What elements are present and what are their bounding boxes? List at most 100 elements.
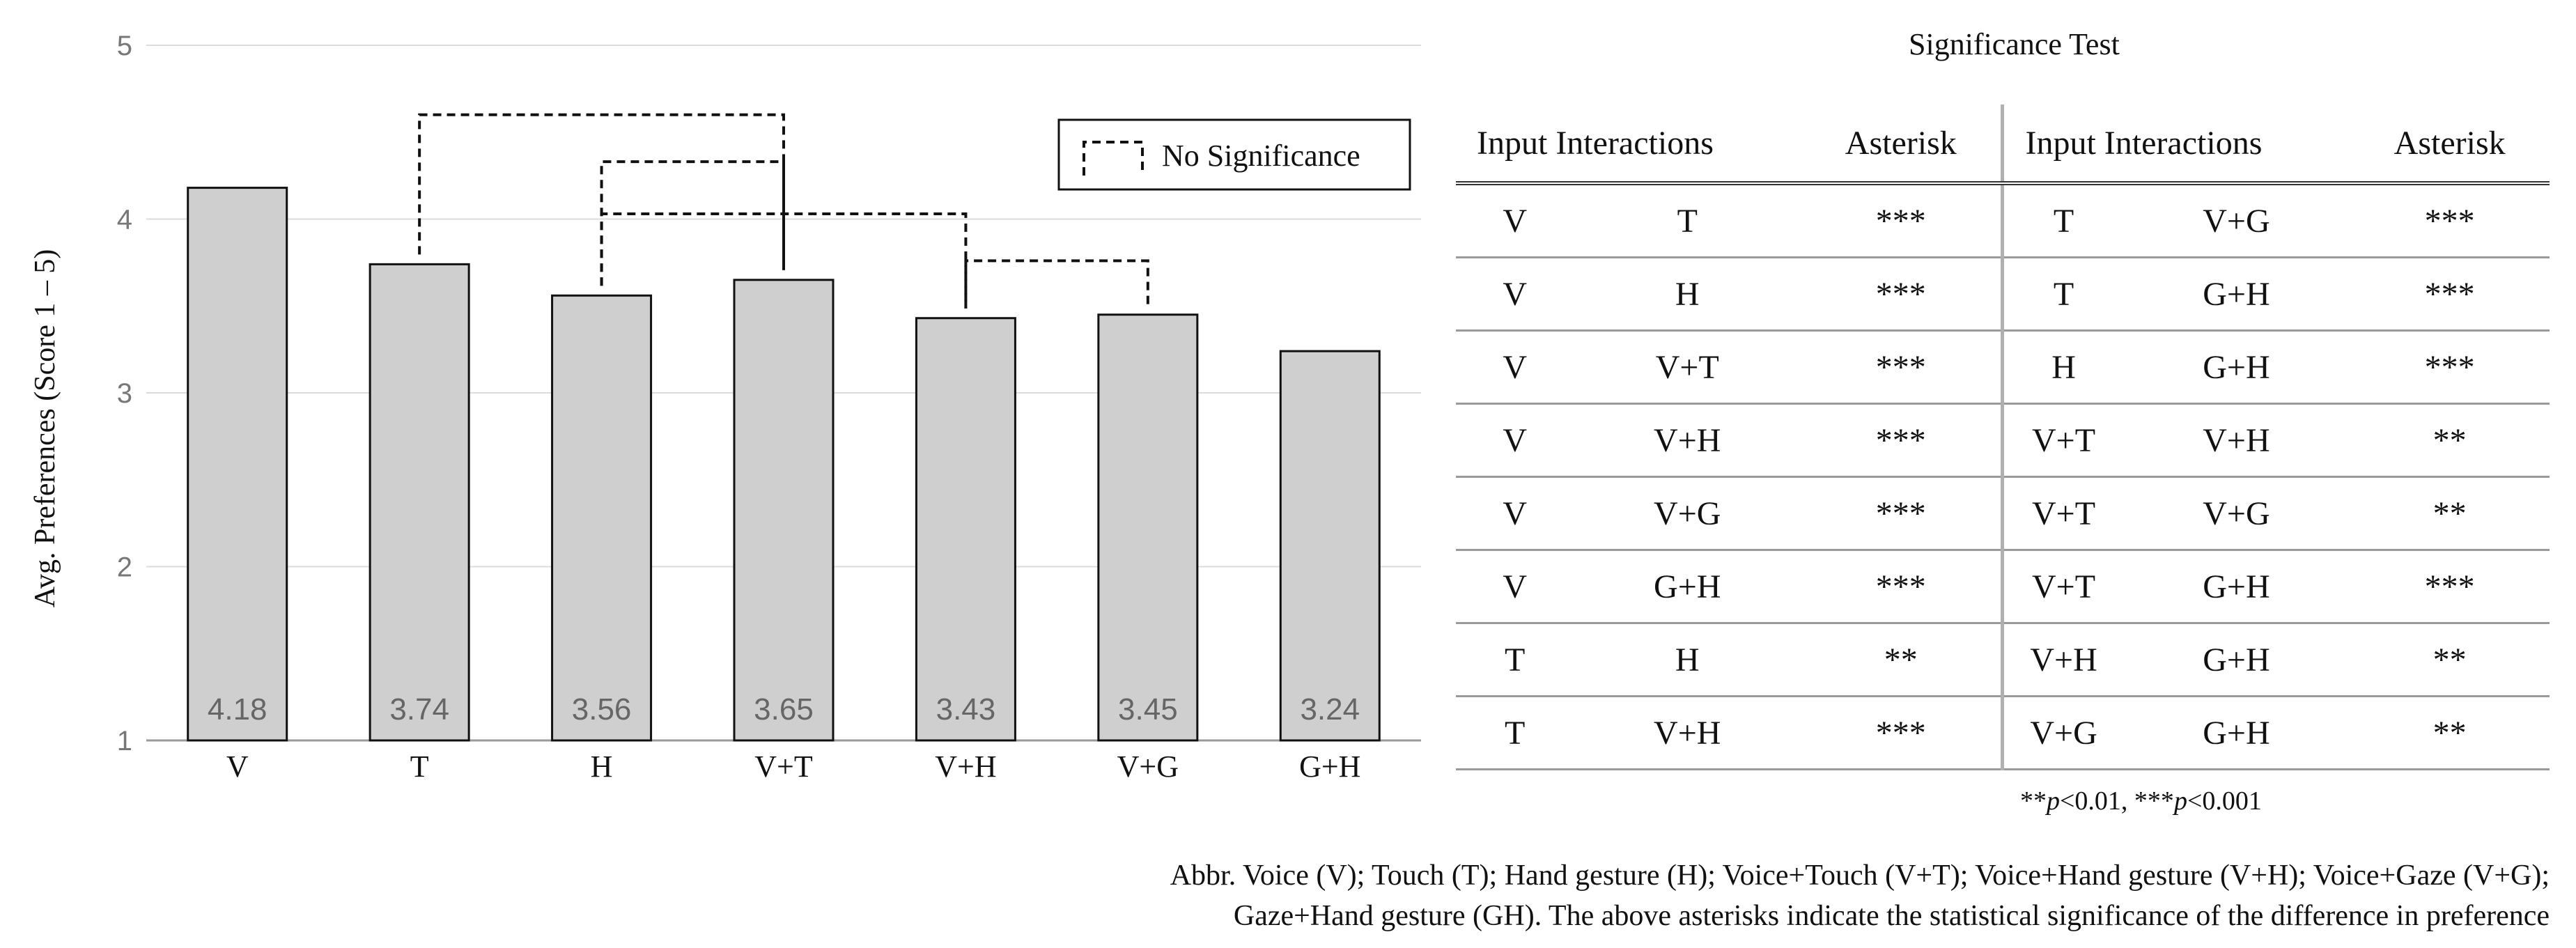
figure-caption: Abbr. Voice (V); Touch (T); Hand gesture…	[738, 855, 2550, 936]
footnote-part: **	[2020, 786, 2047, 816]
bar-value-label: 3.43	[936, 692, 996, 726]
header-input-interactions-right: Input Interactions	[2001, 104, 2350, 185]
interaction-cell: V+H	[2123, 403, 2350, 478]
interaction-cell: G+H	[2123, 550, 2350, 624]
header-input-interactions-left: Input Interactions	[1456, 104, 1801, 185]
asterisk-cell: **	[1801, 623, 2003, 697]
asterisk-cell: ***	[1801, 403, 2003, 478]
footnote-part: <0.001	[2187, 786, 2262, 816]
interaction-cell: V+T	[1574, 330, 1801, 405]
bar-value-label: 3.24	[1300, 692, 1360, 726]
x-tick-label: T	[410, 749, 429, 784]
legend-label: No Significance	[1162, 139, 1360, 173]
table-row: V V+H *** V+T V+H **	[1456, 403, 2550, 478]
table-title: Significance Test	[1909, 27, 2120, 61]
y-tick-label: 4	[117, 205, 132, 235]
interaction-cell: V+G	[1574, 476, 1801, 551]
significance-footnote: **p<0.01, ***p<0.001	[2020, 786, 2262, 816]
asterisk-cell: ***	[1801, 696, 2003, 770]
table-row: T V+H *** V+G G+H **	[1456, 696, 2550, 770]
y-axis-label: Avg. Preferences (Score 1 – 5)	[29, 249, 61, 608]
interaction-cell: V+H	[1574, 696, 1801, 770]
bar	[368, 263, 470, 742]
interaction-cell: G+H	[2123, 623, 2350, 697]
bars	[187, 187, 1381, 742]
table-row: V V+G *** V+T V+G **	[1456, 476, 2550, 551]
significance-table: Input Interactions Asterisk Input Intera…	[1456, 104, 2550, 770]
table-header-row: Input Interactions Asterisk Input Intera…	[1456, 104, 2550, 185]
interaction-cell: V+T	[2001, 476, 2123, 551]
bar-value-label: 3.74	[389, 692, 449, 726]
table-row: V T *** T V+G ***	[1456, 183, 2550, 258]
interaction-cell: V+G	[2001, 696, 2123, 770]
interaction-cell: V+T	[2001, 403, 2123, 478]
interaction-cell: G+H	[2123, 257, 2350, 332]
interaction-cell: G+H	[2123, 696, 2350, 770]
caption-line-1: Abbr. Voice (V); Touch (T); Hand gesture…	[1170, 860, 2550, 892]
no-significance-bracket	[600, 160, 785, 286]
interaction-cell: V	[1456, 330, 1574, 405]
table-row: V G+H *** V+T G+H ***	[1456, 550, 2550, 624]
interaction-cell: V+H	[2001, 623, 2123, 697]
bar-chart: 1 2 3 4 5 4.18 V 3.74 T 3.56 H 3.65 V+T 3.43 V+H 3.45 V+…	[29, 31, 1421, 784]
interaction-cell: V	[1456, 550, 1574, 624]
no-significance-bracket	[600, 212, 968, 309]
header-asterisk-right: Asterisk	[2350, 104, 2550, 185]
bar	[915, 317, 1016, 742]
bar-value-label: 3.56	[572, 692, 632, 726]
table-row: V H *** T G+H ***	[1456, 257, 2550, 332]
x-tick-label: H	[591, 749, 613, 784]
x-tick-label: V	[226, 749, 249, 784]
asterisk-cell: **	[2350, 476, 2550, 551]
asterisk-cell: ***	[1801, 257, 2003, 332]
interaction-cell: V	[1456, 257, 1574, 332]
asterisk-cell: ***	[1801, 476, 2003, 551]
asterisk-cell: **	[2350, 403, 2550, 478]
asterisk-cell: **	[2350, 623, 2550, 697]
interaction-cell: V+G	[2123, 476, 2350, 551]
interaction-cell: T	[1456, 696, 1574, 770]
asterisk-cell: ***	[2350, 550, 2550, 624]
interaction-cell: T	[2001, 183, 2123, 258]
no-significance-bracket	[964, 259, 1149, 309]
bar	[733, 279, 835, 742]
table-row: T H ** V+H G+H **	[1456, 623, 2550, 697]
y-tick-label: 1	[117, 726, 132, 756]
interaction-cell: H	[1574, 257, 1801, 332]
footnote-p: p	[2173, 786, 2187, 816]
table-body: V T *** T V+G *** V H *** T G+H *** V V+T *** H G+H *** V V…	[1456, 183, 2550, 770]
legend: No Significance	[1057, 118, 1411, 191]
x-tick-label: V+G	[1117, 749, 1179, 784]
legend-dashed-bracket-icon	[1083, 141, 1144, 176]
interaction-cell: T	[2001, 257, 2123, 332]
significance-brackets	[418, 113, 1149, 309]
interaction-cell: V	[1456, 183, 1574, 258]
interaction-cell: V	[1456, 403, 1574, 478]
asterisk-cell: ***	[2350, 183, 2550, 258]
bar	[551, 294, 653, 742]
asterisk-cell: ***	[2350, 330, 2550, 405]
bar	[1097, 313, 1199, 742]
interaction-cell: V+T	[2001, 550, 2123, 624]
interaction-cell: T	[1456, 623, 1574, 697]
bar-value-label: 4.18	[208, 692, 267, 726]
y-tick-label: 3	[117, 378, 132, 409]
caption-line-2: Gaze+Hand gesture (GH). The above asteri…	[1233, 900, 2550, 932]
interaction-cell: G+H	[2123, 330, 2350, 405]
x-tick-label: V+H	[935, 749, 996, 784]
header-asterisk-left: Asterisk	[1801, 104, 2003, 185]
interaction-cell: V+H	[1574, 403, 1801, 478]
interaction-cell: V+G	[2123, 183, 2350, 258]
table-title-row: Significance Test	[1449, 26, 2536, 62]
asterisk-cell: **	[2350, 696, 2550, 770]
interaction-cell: H	[1574, 623, 1801, 697]
asterisk-cell: ***	[1801, 550, 2003, 624]
asterisk-cell: ***	[1801, 183, 2003, 258]
bar-value-label: 3.45	[1118, 692, 1178, 726]
footnote-part: <0.01, ***	[2060, 786, 2174, 816]
interaction-cell: G+H	[1574, 550, 1801, 624]
x-tick-label: V+T	[754, 749, 813, 784]
asterisk-cell: ***	[1801, 330, 2003, 405]
footnote-p: p	[2047, 786, 2060, 816]
bar	[187, 187, 288, 742]
